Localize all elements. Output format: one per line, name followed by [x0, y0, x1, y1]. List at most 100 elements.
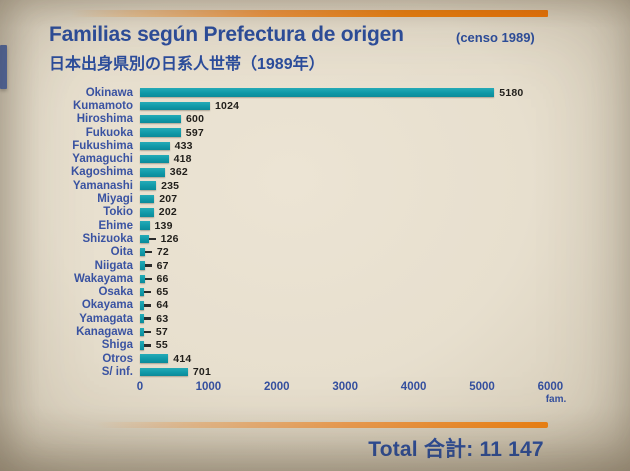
- value-label: 433: [174, 139, 193, 152]
- bar-area: 433: [140, 139, 193, 152]
- value-label: 55: [155, 339, 168, 352]
- prefecture-label: Shizuoka: [82, 232, 133, 245]
- bar-area: 414: [140, 352, 191, 365]
- chart-row: Oita 72: [0, 246, 620, 259]
- prefecture-label: Miyagi: [97, 193, 133, 206]
- prefecture-label: S/ inf.: [101, 365, 133, 378]
- chart-row: Kagoshima 362: [0, 166, 620, 179]
- value-label: 207: [159, 193, 178, 206]
- prefecture-label: Tokio: [103, 206, 133, 219]
- prefecture-label: Yamanashi: [72, 179, 133, 192]
- prefecture-label: Hiroshima: [76, 113, 133, 126]
- bar-end-tick: [144, 317, 152, 320]
- chart-row: Tokio 202: [0, 206, 620, 219]
- chart-subtitle-japanese: 日本出身県別の日系人世帯（1989年）: [49, 56, 325, 73]
- x-tick-label: 1000: [195, 381, 222, 393]
- chart-row: Niigata 67: [0, 259, 620, 272]
- x-tick-label: 3000: [332, 381, 358, 393]
- bar: [140, 367, 188, 377]
- bar-area: 597: [140, 126, 204, 139]
- bar-area: 72: [140, 246, 169, 259]
- x-tick-label: 2000: [264, 381, 290, 393]
- bar-end-tick: [144, 264, 152, 267]
- chart-row: Okinawa 5180: [0, 86, 620, 99]
- bar: [140, 314, 145, 323]
- bar: [140, 168, 165, 177]
- value-label: 600: [186, 113, 205, 126]
- value-label: 65: [156, 286, 169, 299]
- bar-end-tick: [144, 250, 152, 254]
- x-axis: 0 1000 2000 3000 4000 5000 6000: [0, 381, 630, 397]
- value-label: 67: [156, 259, 169, 272]
- bar: [140, 114, 181, 124]
- bar: [140, 274, 145, 284]
- chart-row: Yamaguchi 418: [0, 152, 620, 165]
- bar-area: 65: [140, 285, 168, 298]
- bar-area: 362: [140, 166, 188, 179]
- value-label: 57: [155, 325, 168, 338]
- bar-area: 57: [140, 325, 168, 338]
- bar: [140, 327, 144, 337]
- x-axis-unit-label: fam.: [545, 394, 567, 405]
- bar-end-tick: [144, 277, 152, 281]
- chart-row: Kanagawa 57: [0, 325, 620, 338]
- bar: [140, 128, 181, 137]
- value-label: 139: [154, 219, 173, 232]
- bar-area: 63: [140, 312, 168, 325]
- prefecture-label: Oita: [110, 246, 133, 259]
- bar-area: 207: [140, 192, 177, 205]
- prefecture-label: Otros: [102, 352, 133, 365]
- bar: [140, 261, 145, 270]
- value-label: 63: [156, 312, 169, 325]
- bar-area: 418: [140, 152, 192, 165]
- chart-row: Yamagata 63: [0, 312, 620, 325]
- bar-end-tick: [148, 237, 156, 241]
- chart-row: S/ inf. 701: [0, 365, 620, 378]
- bar-area: 202: [140, 206, 177, 219]
- prefecture-label: Kumamoto: [72, 99, 133, 112]
- bar: [140, 234, 149, 244]
- prefecture-label: Kagoshima: [71, 166, 133, 179]
- prefecture-label: Osaka: [98, 286, 133, 299]
- value-label: 72: [156, 246, 169, 259]
- bar: [140, 208, 154, 217]
- bar: [140, 101, 210, 111]
- value-label: 414: [173, 352, 192, 365]
- x-tick-label: 6000: [537, 381, 564, 393]
- bar: [140, 221, 150, 230]
- prefecture-label: Ehime: [98, 219, 133, 232]
- bar-area: 67: [140, 259, 169, 272]
- bar: [140, 247, 145, 257]
- chart-row: Fukuoka 597: [0, 126, 620, 139]
- top-orange-accent-bar: [70, 10, 548, 17]
- value-label: 5180: [499, 86, 524, 99]
- chart-row: Ehime 139: [0, 219, 620, 232]
- chart-row: Shizuoka 126: [0, 232, 620, 245]
- chart-row: Okayama 64: [0, 299, 620, 312]
- chart-row: Osaka 65: [0, 285, 620, 298]
- x-tick-label: 0: [136, 381, 144, 393]
- bar-area: 126: [140, 232, 179, 245]
- x-tick-label: 4000: [400, 381, 427, 393]
- prefecture-label: Shiga: [101, 339, 133, 352]
- value-label: 597: [185, 126, 204, 139]
- bar-area: 235: [140, 179, 179, 192]
- value-label: 1024: [215, 99, 240, 112]
- prefecture-label: Kanagawa: [76, 325, 133, 338]
- chart-title-census-note: (censo 1989): [456, 30, 535, 45]
- bar: [140, 154, 169, 164]
- value-label: 701: [192, 365, 212, 378]
- bar-area: 55: [140, 339, 168, 352]
- bar-end-tick: [144, 290, 152, 294]
- total-label: Total 合計: 11 147: [368, 438, 544, 461]
- bar-rows: Okinawa 5180 Kumamoto 1024 Hiroshima 600 Fukuo…: [0, 86, 620, 379]
- chart-row: Wakayama 66: [0, 272, 620, 285]
- chart-row: Hiroshima 600: [0, 113, 620, 126]
- bar: [140, 287, 145, 297]
- prefecture-label: Fukuoka: [85, 126, 133, 139]
- x-tick-label: 5000: [469, 381, 495, 393]
- bar-area: 600: [140, 113, 204, 126]
- value-label: 418: [173, 153, 192, 166]
- photo-edge-artifact: [0, 45, 7, 89]
- bar-end-tick: [143, 330, 151, 334]
